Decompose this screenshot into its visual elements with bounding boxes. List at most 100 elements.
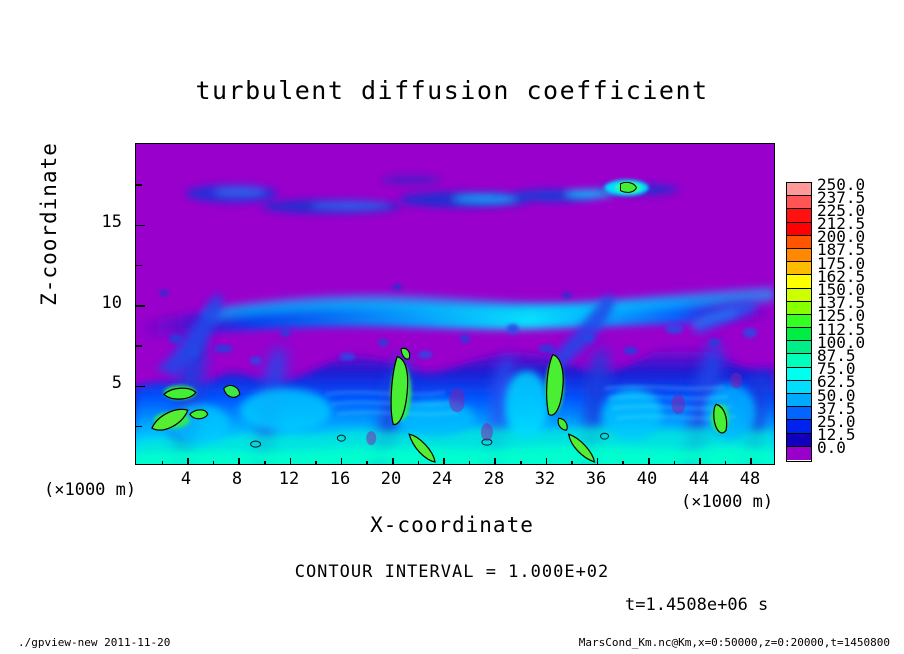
y-tick-15	[136, 224, 145, 226]
plot-area[interactable]	[135, 143, 775, 465]
x-tick-8	[238, 458, 240, 464]
y-tick-minor	[136, 345, 142, 347]
colorbar-tick-label: 225.0	[817, 200, 866, 220]
x-axis-label: 16	[329, 469, 351, 489]
colorbar-tick-label: 12.5	[817, 425, 856, 445]
colorbar-tick-label: 187.5	[817, 240, 866, 260]
y-tick-minor	[136, 425, 142, 427]
colorbar-tick-label: 250.0	[817, 174, 866, 194]
x-axis-label: 44	[688, 469, 710, 489]
x-axis-unit: (×1000 m)	[681, 492, 774, 512]
colorbar-band	[787, 248, 811, 263]
x-axis-label: 4	[180, 469, 192, 489]
colorbar-band	[787, 328, 811, 342]
x-axis-label: 40	[636, 469, 658, 489]
colorbar-tick-label: 0.0	[817, 438, 846, 458]
contour-field	[136, 144, 774, 464]
y-tick-minor	[136, 264, 142, 266]
colorbar-band	[787, 380, 811, 394]
y-axis-label: 15	[101, 212, 122, 232]
x-axis-label: 32	[534, 469, 556, 489]
colorbar-band	[787, 394, 811, 408]
page-title: turbulent diffusion coefficient	[195, 76, 709, 105]
colorbar-band	[787, 301, 811, 315]
colorbar-band	[787, 196, 811, 210]
colorbar-band	[787, 314, 811, 329]
colorbar[interactable]	[786, 182, 812, 462]
colorbar-band	[787, 354, 811, 368]
x-tick-12	[289, 458, 292, 464]
colorbar-tick-label: 175.0	[817, 253, 866, 273]
colorbar-tick-label: 62.5	[817, 372, 856, 392]
colorbar-tick-label: 212.5	[817, 214, 866, 234]
x-tick-minor	[724, 461, 727, 464]
x-axis-label: 24	[431, 469, 453, 489]
y-tick-5	[136, 385, 145, 387]
x-tick-minor	[366, 461, 368, 464]
colorbar-tick-label: 162.5	[817, 266, 866, 286]
colorbar-band	[787, 341, 811, 355]
colorbar-tick-label: 50.0	[817, 385, 856, 405]
x-tick-40	[648, 458, 650, 464]
x-tick-36	[596, 458, 599, 464]
x-tick-48	[750, 458, 752, 464]
x-tick-minor	[468, 461, 471, 464]
colorbar-tick-label: 37.5	[817, 398, 856, 418]
colorbar-band	[787, 262, 811, 276]
colorbar-band	[787, 433, 811, 447]
x-tick-minor	[161, 461, 164, 464]
x-tick-minor	[571, 461, 573, 464]
colorbar-band	[787, 275, 811, 289]
colorbar-tick-label: 200.0	[817, 227, 866, 247]
x-axis-label: 8	[231, 469, 243, 489]
x-tick-minor	[315, 461, 317, 464]
x-tick-minor	[622, 461, 624, 464]
x-tick-28	[494, 458, 496, 464]
colorbar-tick-label: 75.0	[817, 359, 856, 379]
contour-interval-note: CONTOUR INTERVAL = 1.000E+02	[294, 562, 610, 582]
x-tick-minor	[520, 461, 522, 464]
x-axis-label: 36	[585, 469, 607, 489]
x-tick-32	[545, 458, 548, 464]
colorbar-tick-label: 87.5	[817, 345, 856, 365]
footer-source: MarsCond_Km.nc@Km,x=0:50000,z=0:20000,t=…	[578, 636, 890, 649]
colorbar-band	[787, 407, 811, 421]
x-axis-label: 48	[739, 469, 761, 489]
x-tick-minor	[673, 461, 676, 464]
x-tick-minor	[417, 461, 420, 464]
x-axis-label: 12	[278, 469, 300, 489]
y-axis-title: Z-coordinate	[37, 142, 61, 306]
y-axis-label: 10	[101, 293, 122, 313]
colorbar-band	[787, 446, 811, 460]
colorbar-band	[787, 420, 811, 434]
x-tick-minor	[264, 461, 266, 464]
colorbar-band	[787, 288, 811, 302]
y-axis-label: 5	[111, 373, 122, 393]
colorbar-tick-label: 150.0	[817, 280, 866, 300]
colorbar-band	[787, 222, 811, 236]
colorbar-band	[787, 367, 811, 381]
x-tick-16	[340, 458, 343, 464]
colorbar-tick-label: 125.0	[817, 306, 866, 326]
y-tick-10	[136, 305, 145, 307]
x-tick-20	[392, 458, 394, 464]
x-tick-24	[443, 458, 445, 464]
y-tick-minor	[136, 184, 142, 186]
footer-command: ./gpview-new 2011-11-20	[18, 636, 171, 649]
x-tick-4	[187, 458, 189, 464]
colorbar-tick-label: 25.0	[817, 411, 856, 431]
time-stamp-note: t=1.4508e+06 s	[625, 595, 769, 615]
x-tick-minor	[212, 461, 215, 464]
x-axis-label: 28	[483, 469, 505, 489]
x-tick-44	[699, 458, 701, 464]
x-axis-label: 20	[380, 469, 402, 489]
colorbar-band	[787, 183, 811, 197]
colorbar-labels: 250.0 237.5 225.0 212.5 200.0 187.5 175.0 162.5…	[817, 176, 887, 462]
colorbar-band	[787, 235, 811, 249]
x-axis-title: X-coordinate	[370, 513, 534, 537]
y-axis-unit: (×1000 m)	[44, 480, 137, 500]
colorbar-tick-label: 237.5	[817, 187, 866, 207]
colorbar-band	[787, 209, 811, 223]
colorbar-tick-label: 112.5	[817, 319, 866, 339]
